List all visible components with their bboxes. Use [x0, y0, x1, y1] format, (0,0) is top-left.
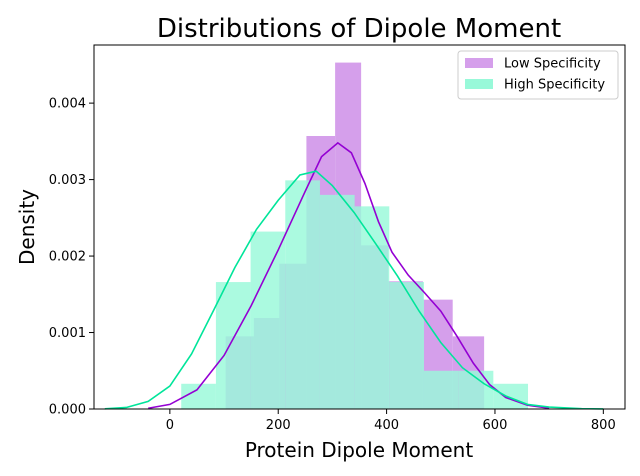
- y-tick-label: 0.002: [49, 250, 86, 265]
- histogram-bar: [423, 370, 459, 409]
- y-tick-label: 0.004: [49, 97, 86, 112]
- plot-area: [104, 62, 604, 410]
- histogram-high-specificity: [181, 180, 529, 409]
- histogram-bar: [215, 282, 251, 409]
- histogram-bar: [250, 231, 286, 409]
- histogram-bar: [493, 383, 529, 409]
- x-axis: 0 200 400 600 800: [166, 409, 616, 433]
- chart-title: Distributions of Dipole Moment: [157, 14, 561, 44]
- x-tick-label: 400: [374, 418, 399, 433]
- x-axis-label: Protein Dipole Moment: [245, 438, 474, 462]
- kde-line-low-specificity: [148, 141, 550, 410]
- legend-swatch: [465, 79, 493, 89]
- x-tick-label: 800: [591, 418, 616, 433]
- legend-box: [457, 50, 619, 100]
- x-tick-label: 600: [483, 418, 508, 433]
- x-tick-label: 0: [166, 418, 174, 433]
- legend-label: High Specificity: [504, 78, 605, 93]
- histogram-bar: [458, 370, 494, 409]
- kde-line-high-specificity: [104, 170, 604, 410]
- y-tick-label: 0.001: [49, 326, 86, 341]
- y-tick-label: 0.000: [49, 403, 86, 418]
- legend: Low Specificity High Specificity: [457, 50, 619, 100]
- x-tick-label: 200: [266, 418, 291, 433]
- histogram-bar: [389, 282, 424, 409]
- histogram-bar: [319, 194, 355, 409]
- y-axis-label: Density: [15, 189, 39, 265]
- legend-swatch: [465, 58, 493, 68]
- y-axis: 0.000 0.001 0.002 0.003 0.004: [49, 97, 94, 418]
- legend-label: Low Specificity: [504, 57, 601, 72]
- histogram-bar: [354, 206, 390, 409]
- histogram-bar: [285, 180, 320, 409]
- plot-frame: [93, 44, 626, 410]
- y-tick-label: 0.003: [49, 173, 86, 188]
